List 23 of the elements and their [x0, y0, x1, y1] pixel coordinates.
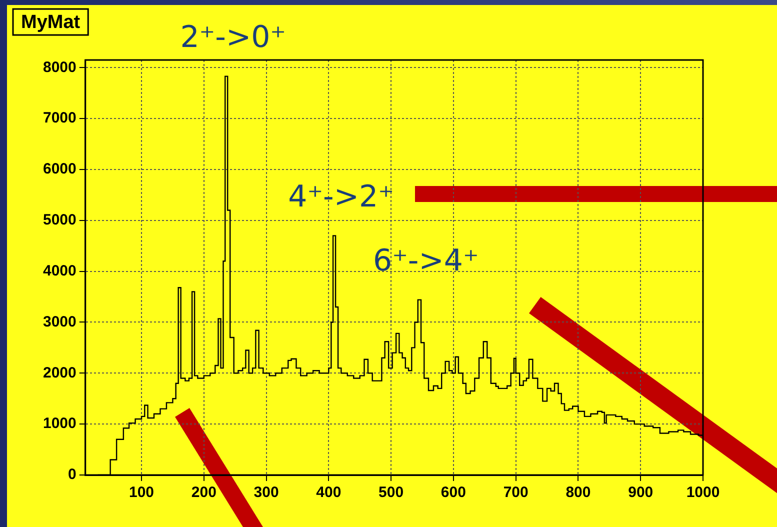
x-tick-label: 200	[191, 484, 216, 502]
y-tick-label: 0	[68, 466, 76, 484]
y-tick-label: 7000	[42, 110, 76, 127]
y-tick-label: 3000	[42, 313, 76, 330]
x-tick-label: 300	[254, 484, 279, 502]
x-tick-label: 600	[440, 484, 466, 502]
annotation: 4⁺->2⁺	[288, 179, 394, 214]
annotation: 6⁺->4⁺	[372, 244, 479, 279]
x-tick-label: 1000	[686, 484, 720, 502]
y-tick-label: 2000	[42, 364, 76, 382]
y-tick-label: 6000	[42, 160, 76, 178]
x-tick-label: 400	[316, 484, 342, 502]
y-tick-label: 1000	[42, 415, 76, 432]
x-tick-label: 500	[378, 484, 404, 502]
y-tick-label: 4000	[42, 262, 76, 280]
x-tick-label: 700	[503, 484, 528, 502]
y-tick-label: 8000	[42, 58, 76, 76]
chart-title: MyMat	[21, 12, 81, 34]
x-tick-label: 800	[566, 484, 591, 502]
y-tick-label: 5000	[42, 212, 76, 229]
x-tick-label: 900	[628, 484, 654, 502]
x-tick-label: 100	[129, 484, 154, 502]
annotation: 2⁺->0⁺	[180, 20, 286, 56]
